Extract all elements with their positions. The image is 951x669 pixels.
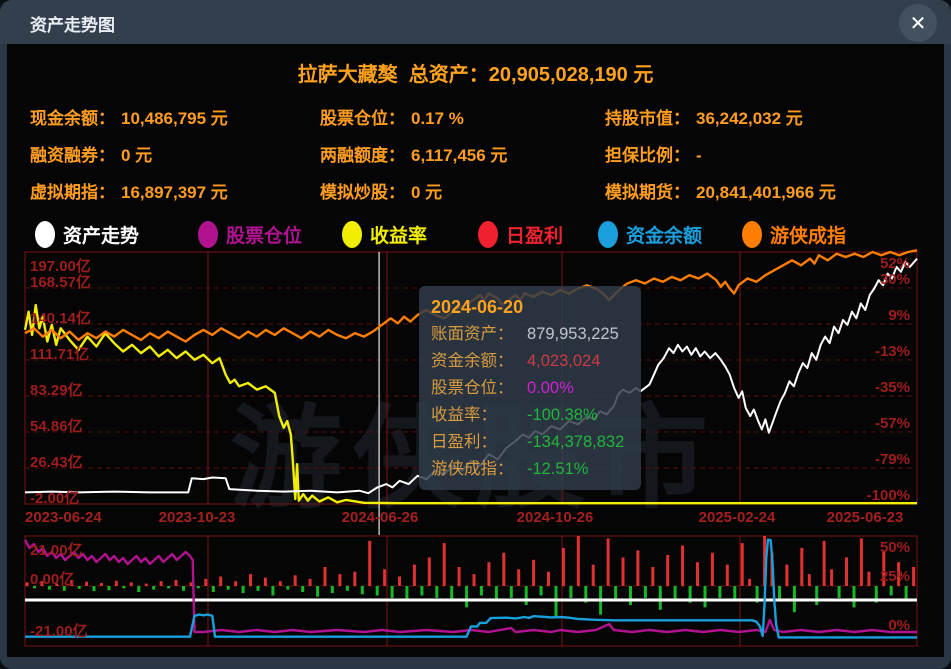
stat-stock-position: 股票仓位： 0.17 % (320, 109, 464, 128)
legend-item-stock-position[interactable]: 股票仓位 (198, 221, 302, 248)
stat-margin-trading: 融资融券： 0 元 (30, 146, 153, 165)
legend-item-asset-trend[interactable]: 资产走势 (35, 221, 139, 248)
legend-item-cash-balance[interactable]: 资金余额 (598, 221, 702, 248)
stat-virtual-futures-index: 虚拟期指： 16,897,397 元 (30, 183, 228, 202)
window-title: 资产走势图 (30, 16, 115, 35)
stat-holdings-value: 持股市值： 36,242,032 元 (605, 109, 803, 128)
close-icon: ✕ (909, 12, 927, 35)
close-button[interactable]: ✕ (899, 4, 937, 42)
stat-cash-balance: 现金余额： 10,486,795 元 (30, 109, 228, 128)
legend-item-daily-pnl[interactable]: 日盈利 (478, 221, 563, 248)
legend-dot-icon (198, 221, 218, 248)
legend-dot-icon (342, 221, 362, 248)
tooltip-row-stock-position: 股票仓位： 0.00% (431, 379, 574, 397)
legend-dot-icon (742, 221, 762, 248)
titlebar: 资产走势图 (0, 0, 951, 44)
legend-item-return-rate[interactable]: 收益率 (342, 221, 427, 248)
legend-item-youxia-index[interactable]: 游侠成指 (742, 221, 846, 248)
legend-dot-icon (598, 221, 618, 248)
stat-margin-quota: 两融额度： 6,117,456 元 (320, 146, 508, 165)
tooltip-row-book-assets: 账面资产： 879,953,225 (431, 325, 619, 343)
chart-tooltip: 2024-06-20 账面资产： 879,953,225 资金余额： 4,023,0… (419, 286, 641, 490)
stat-sim-futures: 模拟期货： 20,841,401,966 元 (605, 183, 836, 202)
tooltip-row-youxia-index: 游侠成指： -12.51% (431, 460, 589, 478)
tooltip-row-daily-pnl: 日盈利： -134,378,832 (431, 433, 625, 451)
account-summary: 拉萨大藏獒 总资产：20,905,028,190 元 (0, 58, 951, 87)
legend-dot-icon (35, 221, 55, 248)
stat-sim-stock: 模拟炒股： 0 元 (320, 183, 443, 202)
stat-guarantee-ratio: 担保比例： - (605, 146, 702, 165)
tooltip-row-return-rate: 收益率： -100.38% (431, 406, 598, 424)
total-assets-value: 20,905,028,190 元 (488, 64, 654, 86)
tooltip-date: 2024-06-20 (431, 297, 524, 317)
account-name: 拉萨大藏獒 (297, 64, 398, 86)
total-assets-label: 总资产： (408, 64, 489, 86)
legend-dot-icon (478, 221, 498, 248)
tooltip-row-cash-balance: 资金余额： 4,023,024 (431, 352, 601, 370)
